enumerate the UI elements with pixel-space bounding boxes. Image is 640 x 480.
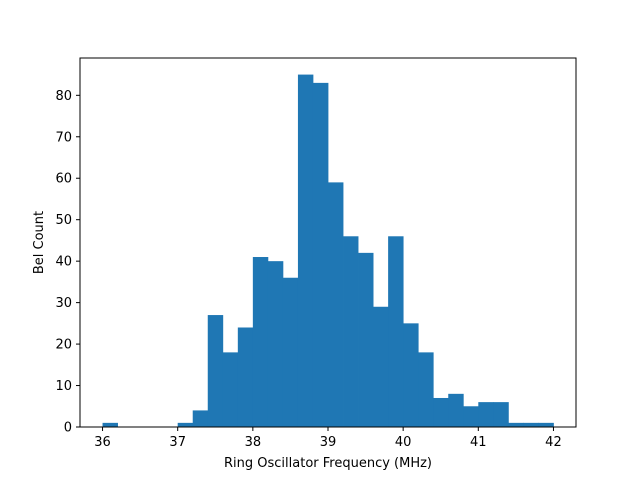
y-tick-label: 10 [55,379,72,394]
y-tick-label: 0 [64,421,72,436]
histogram-bar [508,422,524,427]
histogram-bar [328,182,344,427]
histogram-bar [358,252,374,427]
histogram-bar [237,327,254,427]
histogram-bar [373,306,389,427]
x-tick-label: 38 [245,435,262,450]
x-axis-ticks: 36 37 38 39 40 41 42 [94,427,562,450]
x-tick-label: 36 [94,435,111,450]
histogram-bar [192,410,209,427]
x-tick-label: 42 [545,435,562,450]
y-tick-label: 50 [55,213,72,228]
histogram-bar [388,236,404,427]
y-axis-ticks: 0 10 20 30 40 50 60 70 80 [55,89,80,436]
y-tick-label: 40 [55,255,72,270]
y-tick-label: 60 [55,172,72,187]
y-tick-label: 70 [55,130,72,145]
y-tick-label: 30 [55,296,72,311]
x-tick-label: 37 [169,435,186,450]
x-tick-label: 39 [320,435,337,450]
x-tick-label: 41 [470,435,487,450]
histogram-bar [252,257,269,427]
histogram-bar [222,352,239,427]
histogram-bar [312,82,329,427]
y-axis-label: Bel Count [32,211,47,274]
histogram-bar [297,74,314,428]
histogram-bar [207,315,224,427]
histogram-bar [403,323,419,427]
histogram-bar [102,422,118,427]
histogram-bar [343,236,359,427]
y-tick-label: 80 [55,89,72,104]
histogram-bar [282,277,299,427]
histogram-bar [463,406,479,427]
histogram-bar [448,393,464,427]
histogram-bar [538,422,554,427]
x-tick-label: 40 [395,435,412,450]
histogram-bar [267,261,284,427]
bars-group [102,74,554,428]
histogram-bar [493,402,509,427]
plot-frame [79,57,577,428]
histogram-bar [433,397,449,427]
histogram-bar [523,422,539,427]
x-axis-label: Ring Oscillator Frequency (MHz) [224,456,432,471]
y-tick-label: 20 [55,338,72,353]
histogram-bar [177,422,194,427]
histogram-bar [478,402,494,427]
histogram-bar [418,352,434,427]
